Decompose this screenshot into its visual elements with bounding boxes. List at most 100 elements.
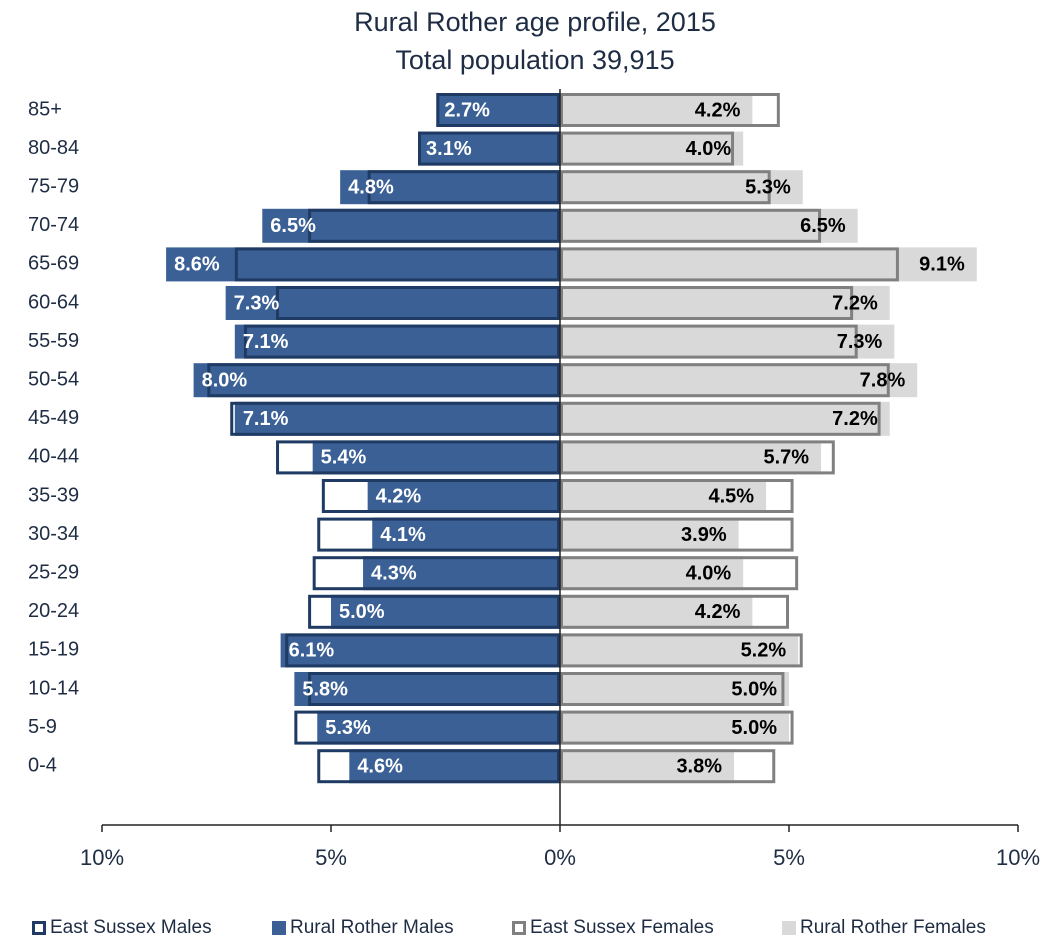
category-label: 35-39 [28, 484, 79, 506]
legend-swatch [512, 921, 526, 935]
bar [234, 324, 560, 359]
bar [560, 324, 895, 359]
data-label: 4.5% [709, 485, 755, 507]
bar [560, 93, 753, 127]
x-tick-label: 0% [544, 845, 576, 870]
legend-swatch [782, 921, 796, 935]
outline-bar [234, 247, 560, 282]
data-label: 4.3% [371, 562, 417, 584]
bar [560, 710, 789, 745]
x-tick-label: 10% [80, 845, 124, 870]
x-tick-label: 10% [996, 845, 1040, 870]
category-label: 45-49 [28, 407, 79, 429]
data-label: 2.7% [444, 99, 490, 121]
outline-bar [308, 208, 560, 243]
outline-bar [276, 286, 560, 320]
data-label: 7.2% [832, 292, 878, 314]
legend-swatch [32, 921, 46, 935]
data-label: 4.0% [686, 562, 732, 584]
bar [234, 401, 560, 436]
bar [225, 286, 560, 320]
bar [560, 556, 744, 591]
bar [560, 170, 803, 205]
category-label: 60-64 [28, 291, 79, 313]
outline-bar [560, 208, 822, 243]
data-label: 6.1% [289, 640, 335, 662]
chart-title: Rural Rother age profile, 2015 [354, 7, 716, 37]
bar [367, 479, 560, 513]
category-label: 50-54 [28, 368, 79, 390]
outline-bar [308, 672, 560, 706]
chart-subtitle: Total population 39,915 [395, 45, 674, 75]
bar [560, 479, 767, 513]
data-label: 5.7% [763, 447, 809, 469]
bar [294, 672, 560, 706]
x-tick-label: 5% [773, 845, 805, 870]
category-label: 5-9 [28, 716, 57, 738]
bar [560, 594, 753, 629]
bar [560, 208, 858, 243]
data-label: 9.1% [919, 254, 965, 276]
bar [372, 517, 560, 552]
data-label: 7.1% [243, 408, 289, 430]
bar [193, 363, 560, 398]
data-label: 4.2% [695, 99, 741, 121]
data-label: 7.8% [860, 369, 906, 391]
bar [363, 556, 560, 591]
outline-bar [312, 556, 560, 591]
outline-bar [294, 710, 560, 745]
category-label: 40-44 [28, 446, 79, 468]
data-label: 6.5% [270, 215, 316, 237]
data-label: 4.2% [695, 601, 741, 623]
outline-bar [560, 594, 789, 629]
bar [312, 440, 560, 475]
bar [317, 710, 560, 745]
bar [560, 131, 744, 166]
category-label: 15-19 [28, 639, 79, 661]
data-label: 5.2% [741, 640, 787, 662]
outline-bar [560, 401, 881, 436]
data-label: 5.3% [325, 717, 371, 739]
category-label: 70-74 [28, 214, 79, 236]
data-label: 7.2% [832, 408, 878, 430]
outline-bar [560, 247, 899, 282]
outline-bar [367, 170, 561, 205]
bar [560, 672, 789, 706]
bar [560, 247, 977, 282]
outline-bar [560, 479, 794, 513]
outline-bar [560, 131, 735, 166]
data-label: 4.1% [380, 524, 426, 546]
bar [262, 208, 560, 243]
category-label: 20-24 [28, 600, 79, 622]
data-label: 5.4% [321, 447, 367, 469]
outline-bar [436, 93, 560, 127]
legend-label: East Sussex Males [50, 917, 212, 938]
category-label: 80-84 [28, 137, 79, 159]
category-label: 0-4 [28, 754, 57, 776]
outline-bar [560, 556, 799, 591]
outline-bar [560, 440, 835, 475]
bar [560, 633, 799, 668]
data-label: 4.6% [357, 755, 403, 777]
data-label: 3.8% [676, 755, 722, 777]
outline-bar [230, 401, 561, 436]
data-label: 4.0% [686, 138, 732, 160]
legend-swatch [272, 921, 286, 935]
data-label: 3.9% [681, 524, 727, 546]
outline-bar [560, 672, 785, 706]
data-label: 4.2% [376, 485, 422, 507]
data-label: 7.3% [234, 292, 280, 314]
outline-bar [308, 594, 560, 629]
outline-bar [321, 479, 560, 513]
legend-label: Rural Rother Females [800, 917, 986, 938]
outline-bar [560, 749, 776, 784]
outline-bar [560, 93, 780, 127]
legend-label: Rural Rother Males [290, 917, 454, 938]
bar [349, 749, 560, 784]
category-label: 85+ [28, 98, 62, 120]
bar [280, 633, 560, 668]
bar [418, 131, 560, 166]
outline-bar [560, 286, 854, 320]
outline-bar [560, 363, 890, 398]
